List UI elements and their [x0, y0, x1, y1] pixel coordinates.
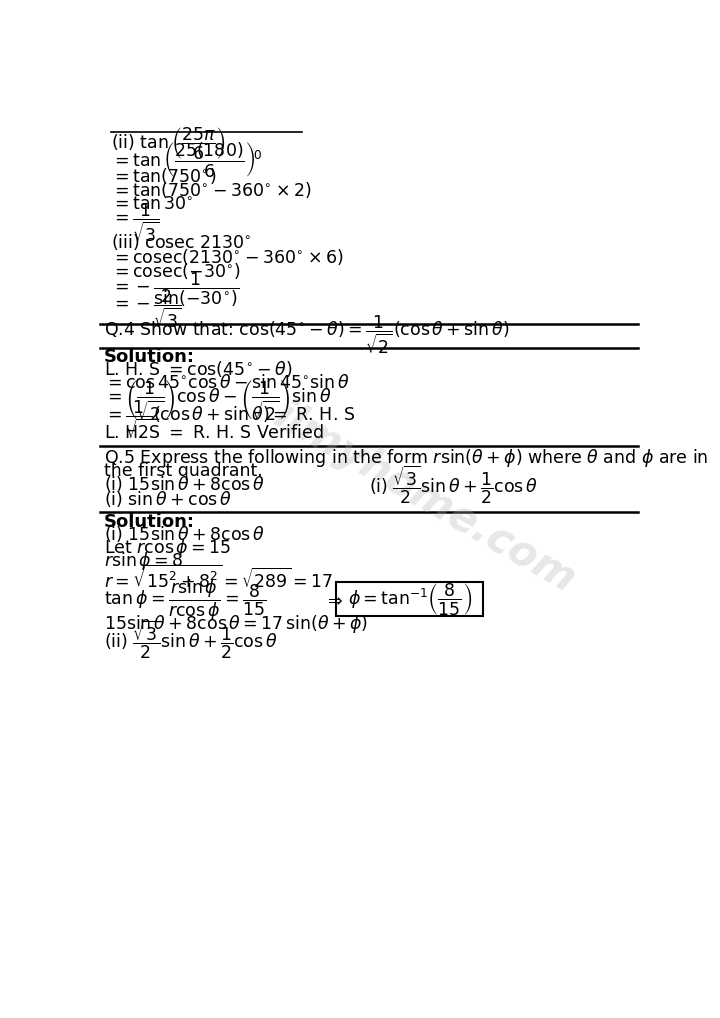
- Text: $\phi = \tan^{-1}\!\left(\dfrac{8}{15}\right)$: $\phi = \tan^{-1}\!\left(\dfrac{8}{15}\r…: [348, 580, 472, 617]
- Text: L. H. S $= \cos(45^{\circ} - \theta)$: L. H. S $= \cos(45^{\circ} - \theta)$: [104, 359, 292, 379]
- Text: $= \left(\dfrac{1}{\sqrt{2}}\right)\cos\theta - \left(\dfrac{1}{\sqrt{2}}\right): $= \left(\dfrac{1}{\sqrt{2}}\right)\cos\…: [104, 378, 331, 422]
- Text: $\tan\phi = \dfrac{r\sin\phi}{r\cos\phi} = \dfrac{8}{15}$: $\tan\phi = \dfrac{r\sin\phi}{r\cos\phi}…: [104, 577, 266, 623]
- Text: $15\sin\theta + 8\cos\theta = 17\,\sin(\theta + \phi)$: $15\sin\theta + 8\cos\theta = 17\,\sin(\…: [104, 613, 368, 635]
- Text: Let $r\cos\phi = 15$: Let $r\cos\phi = 15$: [104, 536, 231, 559]
- Text: $= \mathrm{cosec}(-30^{\circ})$: $= \mathrm{cosec}(-30^{\circ})$: [111, 261, 241, 281]
- Text: $= \mathrm{cosec}(2130^{\circ} - 360^{\circ} \times 6)$: $= \mathrm{cosec}(2130^{\circ} - 360^{\c…: [111, 247, 343, 267]
- Text: (ii) $\tan\left(\dfrac{25\pi}{6}\right)$: (ii) $\tan\left(\dfrac{25\pi}{6}\right)$: [111, 124, 226, 161]
- Text: the first quadrant.: the first quadrant.: [104, 462, 263, 479]
- Text: $\Rightarrow$: $\Rightarrow$: [324, 591, 343, 610]
- Text: $= -\dfrac{1}{\sin(-30^{\circ})}$: $= -\dfrac{1}{\sin(-30^{\circ})}$: [111, 271, 239, 309]
- Text: (ii) $\dfrac{\sqrt{3}}{2}\sin\theta + \dfrac{1}{2}\cos\theta$: (ii) $\dfrac{\sqrt{3}}{2}\sin\theta + \d…: [104, 618, 278, 661]
- Text: $= \dfrac{1}{\sqrt{3}}$: $= \dfrac{1}{\sqrt{3}}$: [111, 202, 160, 243]
- Text: $= \tan(750^{\circ} - 360^{\circ} \times 2)$: $= \tan(750^{\circ} - 360^{\circ} \times…: [111, 180, 312, 201]
- Text: Solution:: Solution:: [104, 348, 195, 366]
- Text: $= \tan 30^{\circ}$: $= \tan 30^{\circ}$: [111, 195, 194, 214]
- Text: L. H. S $=$ R. H. S Verified: L. H. S $=$ R. H. S Verified: [104, 425, 324, 443]
- Text: Q.5 Express the following in the form $r\sin(\theta + \phi)$ where $\theta$ and : Q.5 Express the following in the form $r…: [104, 447, 708, 468]
- Text: $= \tan\left(\dfrac{25(180)}{6}\right)^{\!0}$: $= \tan\left(\dfrac{25(180)}{6}\right)^{…: [111, 140, 263, 179]
- Text: $= \cos 45^{\circ}\cos\theta - \sin 45^{\circ}\sin\theta$: $= \cos 45^{\circ}\cos\theta - \sin 45^{…: [104, 375, 350, 392]
- Text: (i) $\sin\theta + \cos\theta$: (i) $\sin\theta + \cos\theta$: [104, 490, 232, 509]
- Text: $= \tan(750^{\circ})$: $= \tan(750^{\circ})$: [111, 166, 217, 186]
- Text: ilmyhome.com: ilmyhome.com: [266, 395, 583, 602]
- Text: Q.4 Show that: $\cos(45^{\circ} - \theta) = \dfrac{1}{\sqrt{2}}(\cos\theta + \si: Q.4 Show that: $\cos(45^{\circ} - \theta…: [104, 314, 510, 356]
- Text: (i) $15\sin\theta + 8\cos\theta$: (i) $15\sin\theta + 8\cos\theta$: [104, 524, 265, 545]
- Text: $= \dfrac{1}{\sqrt{2}}(\cos\theta + \sin\theta) =$ R. H. S: $= \dfrac{1}{\sqrt{2}}(\cos\theta + \sin…: [104, 399, 355, 442]
- Text: (i) $15\sin\theta + 8\cos\theta$: (i) $15\sin\theta + 8\cos\theta$: [104, 474, 265, 495]
- Text: $r = \sqrt{15^2 + 8^2} = \sqrt{289} = 17$: $r = \sqrt{15^2 + 8^2} = \sqrt{289} = 17…: [104, 565, 333, 592]
- Text: (iii) cosec $2130^{\circ}$: (iii) cosec $2130^{\circ}$: [111, 232, 252, 252]
- Text: $r\sin\phi = 8$: $r\sin\phi = 8$: [104, 550, 184, 572]
- Text: Solution:: Solution:: [104, 513, 195, 531]
- Text: $= -\dfrac{2}{\sqrt{3}}$: $= -\dfrac{2}{\sqrt{3}}$: [111, 287, 181, 330]
- Text: (i) $\dfrac{\sqrt{3}}{2}\sin\theta + \dfrac{1}{2}\cos\theta$: (i) $\dfrac{\sqrt{3}}{2}\sin\theta + \df…: [369, 463, 538, 506]
